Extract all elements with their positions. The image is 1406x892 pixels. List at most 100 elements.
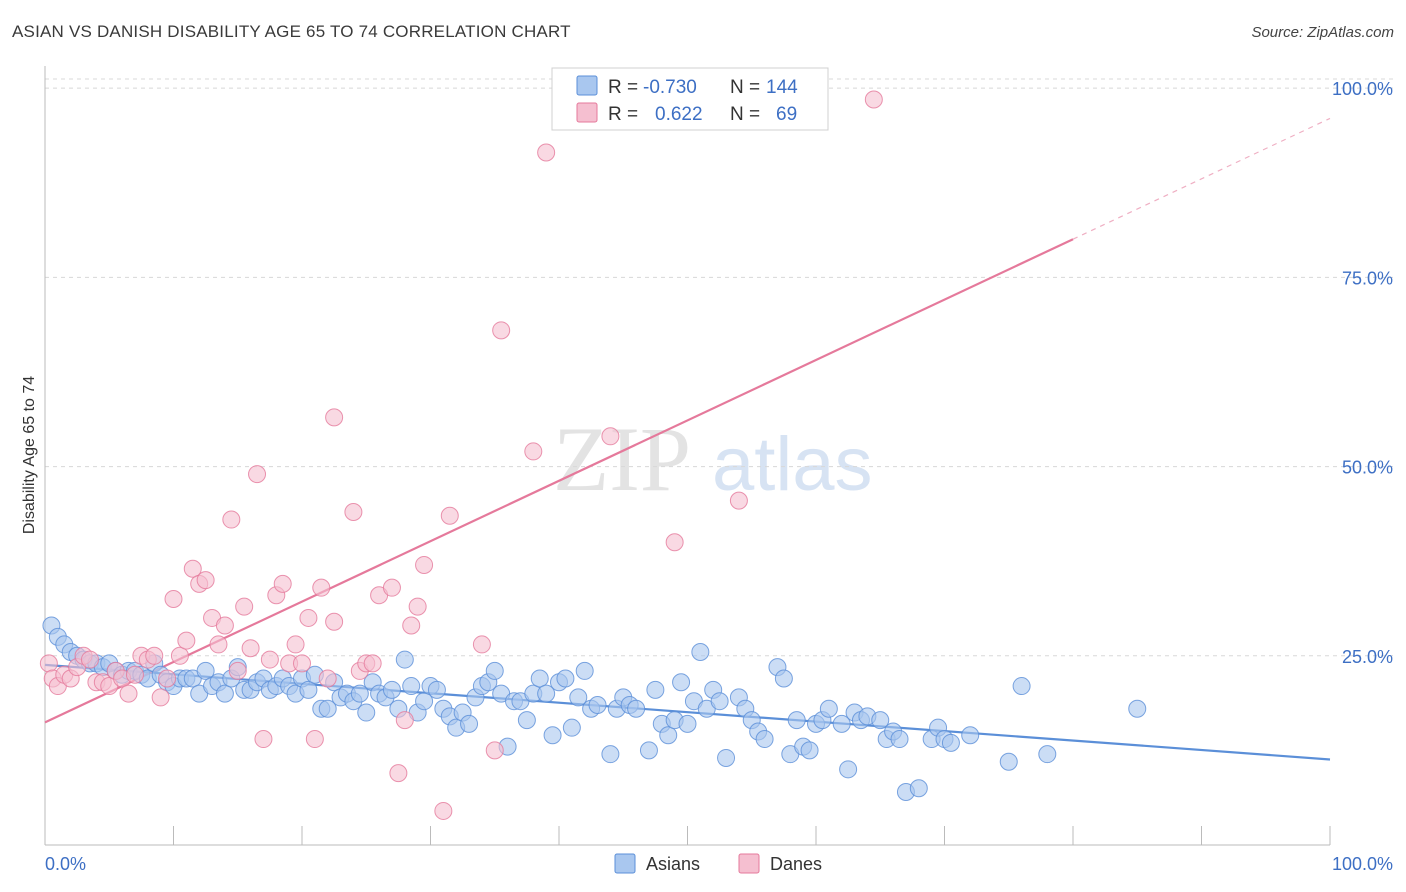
y-tick-label: 50.0%: [1342, 458, 1393, 478]
danish-point: [164, 590, 183, 609]
asian-point: [678, 714, 697, 733]
asian-point: [691, 643, 710, 661]
danish-point: [248, 465, 267, 484]
danish-point: [601, 427, 620, 446]
danish-point: [312, 578, 331, 597]
asian-point: [460, 714, 479, 733]
danish-point: [318, 669, 337, 688]
danish-point: [440, 506, 459, 525]
x-tick-label-min: 0.0%: [45, 854, 86, 874]
legend-danes-icon: [738, 853, 760, 874]
asian-point: [402, 677, 421, 696]
danish-point: [222, 510, 241, 529]
danish-point: [415, 555, 434, 574]
asian-r-label: R =: [608, 77, 638, 98]
danish-point: [363, 654, 382, 673]
asian-point: [382, 680, 401, 699]
danish-point: [485, 741, 504, 760]
asian-point: [839, 760, 858, 779]
danish-point: [196, 571, 215, 590]
danish-r-value: 0.622: [655, 104, 703, 125]
legend-danes-label: Danes: [770, 854, 822, 874]
danish-point: [402, 616, 421, 635]
danish-point: [305, 730, 324, 749]
danish-point: [864, 90, 883, 109]
danish-n-label: N =: [730, 104, 760, 125]
asian-point: [543, 726, 562, 745]
asian-point: [588, 695, 607, 714]
danish-point: [395, 711, 414, 730]
data-points: [39, 90, 1147, 820]
danish-point: [119, 684, 138, 703]
danish-point: [158, 669, 177, 688]
legend-asians-icon: [614, 853, 636, 874]
danish-point: [80, 650, 99, 669]
danish-trend-line-extension: [1072, 117, 1331, 240]
danish-point: [145, 646, 164, 665]
asian-point: [395, 650, 414, 669]
asian-point: [1128, 699, 1147, 718]
danish-r-label: R =: [608, 104, 638, 125]
y-axis-title: Disability Age 65 to 74: [21, 376, 38, 534]
asian-point: [832, 714, 851, 733]
asian-point: [427, 680, 446, 699]
asian-point: [961, 726, 980, 745]
asian-point: [890, 730, 909, 749]
asian-point: [755, 730, 774, 749]
asian-point: [556, 669, 575, 688]
watermark-zip: ZIP: [553, 408, 691, 510]
danish-point: [325, 612, 344, 631]
asian-point: [517, 711, 536, 730]
asian-point: [627, 699, 646, 718]
axes: [44, 66, 1331, 846]
asian-point: [909, 779, 928, 798]
asian-point: [646, 680, 665, 699]
danish-point: [472, 635, 491, 654]
grid-lines: [45, 78, 1395, 657]
asian-point: [357, 703, 376, 722]
asian-point: [717, 748, 736, 767]
danish-point: [408, 597, 427, 616]
asian-point: [659, 726, 678, 745]
danish-point: [228, 661, 247, 680]
danish-point: [254, 730, 273, 749]
danish-n-value: 69: [776, 104, 797, 125]
asian-point: [672, 673, 691, 692]
danish-point: [235, 597, 254, 616]
danish-point: [299, 608, 318, 627]
danish-point: [241, 639, 260, 658]
danish-point: [382, 578, 401, 597]
tick-labels: 25.0% 50.0% 75.0% 100.0% 0.0% 100.0%: [45, 79, 1393, 874]
danish-trend-line: [44, 238, 1074, 724]
asian-r-value: -0.730: [643, 77, 697, 98]
danish-point: [177, 631, 196, 650]
danish-point: [537, 143, 556, 162]
danish-point: [273, 574, 292, 593]
asian-point: [299, 680, 318, 699]
danish-point: [492, 321, 511, 340]
asian-point: [575, 661, 594, 680]
chart-source: Source: ZipAtlas.com: [1251, 24, 1394, 41]
y-tick-label: 25.0%: [1342, 647, 1393, 667]
danish-point: [151, 688, 170, 707]
danish-point: [39, 654, 58, 673]
danish-point: [524, 442, 543, 461]
danish-point: [344, 502, 363, 521]
danish-swatch-icon: [576, 102, 598, 123]
asian-point: [710, 692, 729, 711]
asian-point: [196, 661, 215, 680]
y-tick-label: 100.0%: [1332, 79, 1393, 99]
asian-point: [562, 718, 581, 737]
danish-point: [209, 635, 228, 654]
danish-point: [170, 646, 189, 665]
asian-point: [774, 669, 793, 688]
asian-point: [215, 684, 234, 703]
asian-point: [601, 745, 620, 764]
asian-point: [871, 711, 890, 730]
danish-point: [389, 764, 408, 783]
danish-point: [183, 559, 202, 578]
chart-title: ASIAN VS DANISH DISABILITY AGE 65 TO 74 …: [12, 22, 571, 41]
asian-point: [999, 752, 1018, 771]
asian-point: [569, 688, 588, 707]
